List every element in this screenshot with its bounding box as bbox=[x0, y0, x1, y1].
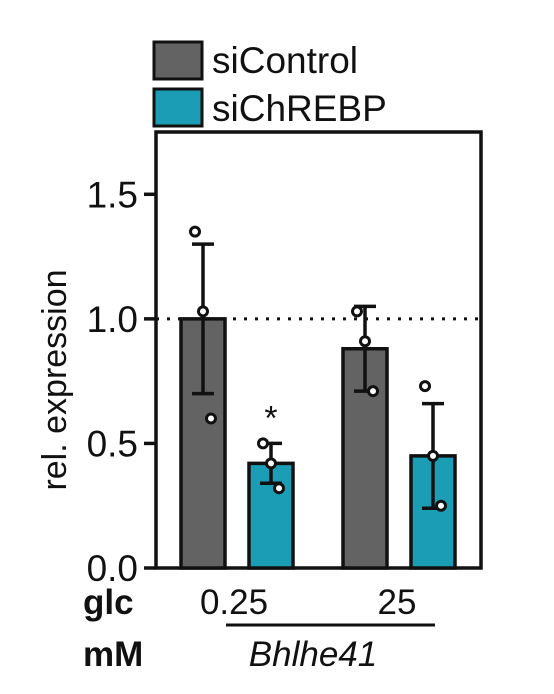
plot-frame bbox=[154, 130, 483, 570]
gene-label: Bhlhe41 bbox=[249, 635, 377, 674]
x-row-label-mm: mM bbox=[83, 635, 143, 674]
data-point bbox=[273, 482, 285, 495]
data-point bbox=[265, 457, 277, 470]
data-point bbox=[205, 412, 217, 425]
y-tick-label: 0.5 bbox=[87, 423, 138, 464]
data-point bbox=[189, 225, 201, 238]
data-point bbox=[359, 335, 371, 348]
data-point bbox=[367, 385, 379, 398]
data-point bbox=[435, 499, 447, 512]
group-label-25: 25 bbox=[378, 583, 417, 622]
x-row-label-glc: glc bbox=[83, 583, 134, 622]
bar bbox=[341, 347, 389, 570]
y-axis-label: rel. expression bbox=[36, 269, 74, 490]
data-point bbox=[257, 437, 269, 450]
legend: siControl siChREBP bbox=[152, 40, 387, 129]
y-tick-label: 1.5 bbox=[87, 174, 138, 215]
data-point bbox=[197, 305, 209, 318]
significance-marker: * bbox=[264, 399, 277, 437]
y-ticks: 0.0 0.5 1.0 1.5 bbox=[87, 174, 156, 589]
legend-swatch-sicontrol bbox=[152, 40, 204, 81]
legend-label-sicontrol: siControl bbox=[212, 40, 358, 81]
legend-swatch-sichrebp bbox=[152, 87, 204, 128]
y-tick-label: 1.0 bbox=[87, 299, 138, 340]
bars-layer: * bbox=[179, 225, 457, 570]
data-point bbox=[427, 449, 439, 462]
legend-label-sichrebp: siChREBP bbox=[212, 88, 387, 129]
group-label-0-25: 0.25 bbox=[200, 583, 268, 622]
data-point bbox=[419, 380, 431, 393]
y-tick-label: 0.0 bbox=[87, 548, 138, 589]
data-point bbox=[351, 305, 363, 318]
